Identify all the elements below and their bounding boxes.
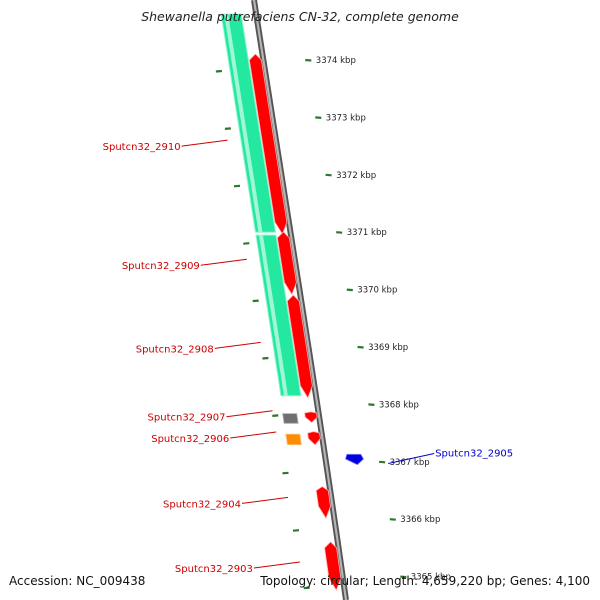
inner-tick-mark xyxy=(233,184,241,188)
gray-feature xyxy=(282,413,299,424)
gene-label-sputcn32-2904: Sputcn32_2904 xyxy=(163,499,241,510)
gene-leader-line xyxy=(230,431,277,439)
gene-label-sputcn32-2907: Sputcn32_2907 xyxy=(148,413,226,424)
gene-leader-line xyxy=(226,410,273,418)
outer-dotted-track xyxy=(300,20,406,600)
genome-summary: Topology: circular; Length: 4,659,220 bp… xyxy=(260,574,590,588)
gc-block-highlight xyxy=(258,235,288,396)
gene-feature-sputcn32-2904 xyxy=(315,486,331,520)
kbp-tick-mark xyxy=(315,116,322,119)
gene-leader-line xyxy=(241,496,289,504)
gene-feature-sputcn32-2906 xyxy=(307,431,321,446)
kbp-tick-label: 3371 kbp xyxy=(347,228,387,238)
gene-label-sputcn32-2909: Sputcn32_2909 xyxy=(122,261,200,272)
kbp-tick-label: 3368 kbp xyxy=(379,400,419,410)
inner-tick-mark xyxy=(272,414,279,417)
kbp-tick-mark xyxy=(368,403,375,406)
gene-leader-line xyxy=(214,341,261,349)
inner-tick-mark xyxy=(292,529,300,532)
kbp-tick-label: 3374 kbp xyxy=(316,56,356,66)
kbp-tick-layer: 3374 kbp 3373 kbp 3372 kbp 3371 kbp 3370 kbp… xyxy=(215,56,451,590)
gene-label-sputcn32-2903: Sputcn32_2903 xyxy=(175,564,253,575)
accession-info: Accession: NC_009438 xyxy=(9,574,145,588)
gene-leader-line xyxy=(253,561,300,569)
gene-label-sputcn32-2910: Sputcn32_2910 xyxy=(103,142,181,153)
kbp-tick-mark xyxy=(357,345,364,349)
gene-leader-line xyxy=(181,139,228,147)
gene-feature-sputcn32-2910 xyxy=(248,53,288,236)
inner-tick-mark xyxy=(303,586,310,590)
kbp-tick-label: 3369 kbp xyxy=(368,343,408,353)
genome-backbone-highlight xyxy=(252,0,348,600)
kbp-tick-label: 3365 kbp xyxy=(411,573,451,583)
gene-feature-sputcn32-2907 xyxy=(304,411,318,424)
gene-label-sputcn32-2908: Sputcn32_2908 xyxy=(136,344,214,355)
gene-leader-line xyxy=(200,258,247,266)
topology-value: circular xyxy=(320,574,365,588)
gc-block-highlight xyxy=(224,14,263,233)
gc-content-track xyxy=(220,13,302,397)
accession-label: Accession: xyxy=(9,574,73,588)
inner-tick-mark xyxy=(252,299,259,303)
gene-feature-sputcn32-2909 xyxy=(276,231,297,296)
kbp-tick-label: 3372 kbp xyxy=(336,171,376,181)
kbp-tick-label: 3370 kbp xyxy=(357,286,397,296)
kbp-tick-mark xyxy=(379,460,386,464)
kbp-tick-mark xyxy=(325,173,332,177)
length-value: 4,659,220 bp xyxy=(421,574,502,588)
kbp-tick-mark xyxy=(336,231,343,234)
gene-feature-layer xyxy=(248,53,365,591)
kbp-tick-mark xyxy=(389,518,396,521)
kbp-tick-label: 3366 kbp xyxy=(400,515,440,525)
gene-feature-sputcn32-2905 xyxy=(345,453,365,466)
gene-label-sputcn32-2905: Sputcn32_2905 xyxy=(435,449,513,460)
inner-tick-mark xyxy=(243,242,250,245)
inner-tick-mark xyxy=(262,356,269,360)
gene-feature-sputcn32-2903 xyxy=(324,541,342,591)
kbp-tick-mark xyxy=(400,575,407,579)
length-label: Length: xyxy=(372,574,419,588)
kbp-tick-mark xyxy=(346,288,353,292)
inner-tick-mark xyxy=(282,471,289,475)
inner-tick-mark xyxy=(215,69,222,73)
inner-tick-mark xyxy=(224,127,231,130)
topology-label: Topology: xyxy=(260,574,317,588)
orange-feature xyxy=(285,433,302,446)
kbp-tick-mark xyxy=(305,58,312,62)
gene-feature-sputcn32-2908 xyxy=(286,294,313,399)
genes-value: 4,100 xyxy=(555,574,590,588)
kbp-tick-label: 3373 kbp xyxy=(326,113,366,123)
gene-leader-line xyxy=(388,453,435,464)
accession-value: NC_009438 xyxy=(76,574,146,588)
genes-label: Genes: xyxy=(509,574,552,588)
gene-label-layer: Sputcn32_2910 Sputcn32_2909 Sputcn32_2908 S… xyxy=(103,139,513,575)
kbp-tick-label: 3367 kbp xyxy=(390,458,430,468)
map-title: Shewanella putrefaciens CN-32, complete … xyxy=(141,9,459,24)
gene-label-sputcn32-2906: Sputcn32_2906 xyxy=(151,434,229,445)
